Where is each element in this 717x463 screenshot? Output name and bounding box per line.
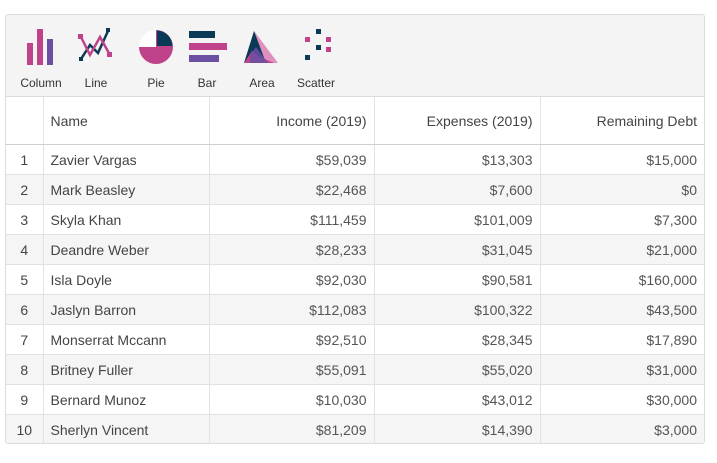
row-index-cell[interactable]: 2	[6, 174, 44, 205]
bar-chart-icon	[189, 31, 227, 62]
scatter-chart-icon	[305, 29, 331, 60]
row-index-cell[interactable]: 6	[6, 294, 44, 325]
row-index-cell[interactable]: 1	[6, 144, 44, 175]
area-chart-button[interactable]: Area	[238, 25, 286, 90]
line-chart-button[interactable]: Line	[72, 25, 120, 90]
name-cell[interactable]: Sherlyn Vincent	[42, 414, 210, 443]
header-income[interactable]: Income (2019)	[208, 97, 375, 145]
income-cell[interactable]: $22,468	[208, 174, 375, 205]
table-row: 3 Skyla Khan $111,459 $101,009 $7,300	[6, 204, 704, 235]
line-chart-icon	[78, 28, 112, 61]
expenses-cell[interactable]: $100,322	[373, 294, 541, 325]
expenses-cell[interactable]: $90,581	[373, 264, 541, 295]
area-chart-icon	[244, 31, 278, 63]
line-chart-label: Line	[84, 76, 108, 90]
expenses-cell[interactable]: $55,020	[373, 354, 541, 385]
expenses-cell[interactable]: $31,045	[373, 234, 541, 265]
header-index[interactable]	[6, 97, 44, 145]
name-cell[interactable]: Britney Fuller	[42, 354, 210, 385]
income-cell[interactable]: $59,039	[208, 144, 375, 175]
debt-cell[interactable]: $0	[539, 174, 704, 205]
name-cell[interactable]: Deandre Weber	[42, 234, 210, 265]
header-row: Name Income (2019) Expenses (2019) Remai…	[6, 97, 704, 145]
debt-cell[interactable]: $3,000	[539, 414, 704, 443]
data-grid: Name Income (2019) Expenses (2019) Remai…	[6, 97, 704, 443]
chart-type-toolbar: Column Line Pie	[6, 15, 704, 97]
bar-chart-label: Bar	[197, 76, 217, 90]
pie-chart-icon	[139, 30, 173, 64]
header-expenses[interactable]: Expenses (2019)	[373, 97, 541, 145]
area-chart-label: Area	[249, 76, 275, 90]
header-remaining-debt[interactable]: Remaining Debt	[539, 97, 704, 145]
table-row: 10 Sherlyn Vincent $81,209 $14,390 $3,00…	[6, 414, 704, 443]
name-cell[interactable]: Skyla Khan	[42, 204, 210, 235]
income-cell[interactable]: $111,459	[208, 204, 375, 235]
row-index-cell[interactable]: 7	[6, 324, 44, 355]
income-cell[interactable]: $28,233	[208, 234, 375, 265]
header-name[interactable]: Name	[42, 97, 210, 145]
table-row: 5 Isla Doyle $92,030 $90,581 $160,000	[6, 264, 704, 295]
income-cell[interactable]: $55,091	[208, 354, 375, 385]
income-cell[interactable]: $92,030	[208, 264, 375, 295]
debt-cell[interactable]: $31,000	[539, 354, 704, 385]
debt-cell[interactable]: $21,000	[539, 234, 704, 265]
expenses-cell[interactable]: $7,600	[373, 174, 541, 205]
name-cell[interactable]: Monserrat Mccann	[42, 324, 210, 355]
row-index-cell[interactable]: 3	[6, 204, 44, 235]
scatter-chart-button[interactable]: Scatter	[292, 25, 340, 90]
column-chart-label: Column	[20, 76, 62, 90]
name-cell[interactable]: Mark Beasley	[42, 174, 210, 205]
table-row: 2 Mark Beasley $22,468 $7,600 $0	[6, 174, 704, 205]
name-cell[interactable]: Zavier Vargas	[42, 144, 210, 175]
debt-cell[interactable]: $7,300	[539, 204, 704, 235]
table-row: 1 Zavier Vargas $59,039 $13,303 $15,000	[6, 144, 704, 175]
debt-cell[interactable]: $15,000	[539, 144, 704, 175]
row-index-cell[interactable]: 4	[6, 234, 44, 265]
expenses-cell[interactable]: $43,012	[373, 384, 541, 415]
row-index-cell[interactable]: 9	[6, 384, 44, 415]
expenses-cell[interactable]: $14,390	[373, 414, 541, 443]
name-cell[interactable]: Isla Doyle	[42, 264, 210, 295]
pie-chart-label: Pie	[147, 76, 165, 90]
income-cell[interactable]: $112,083	[208, 294, 375, 325]
scatter-chart-label: Scatter	[296, 76, 335, 90]
debt-cell[interactable]: $30,000	[539, 384, 704, 415]
income-cell[interactable]: $10,030	[208, 384, 375, 415]
expenses-cell[interactable]: $101,009	[373, 204, 541, 235]
expenses-cell[interactable]: $13,303	[373, 144, 541, 175]
income-cell[interactable]: $92,510	[208, 324, 375, 355]
name-cell[interactable]: Jaslyn Barron	[42, 294, 210, 325]
table-row: 9 Bernard Munoz $10,030 $43,012 $30,000	[6, 384, 704, 415]
bar-chart-button[interactable]: Bar	[183, 25, 231, 90]
table-row: 4 Deandre Weber $28,233 $31,045 $21,000	[6, 234, 704, 265]
debt-cell[interactable]: $160,000	[539, 264, 704, 295]
row-index-cell[interactable]: 5	[6, 264, 44, 295]
pie-chart-button[interactable]: Pie	[132, 25, 180, 90]
column-chart-button[interactable]: Column	[17, 25, 65, 90]
chart-grid-panel: Column Line Pie	[5, 14, 705, 444]
expenses-cell[interactable]: $28,345	[373, 324, 541, 355]
row-index-cell[interactable]: 8	[6, 354, 44, 385]
debt-cell[interactable]: $17,890	[539, 324, 704, 355]
debt-cell[interactable]: $43,500	[539, 294, 704, 325]
table-row: 8 Britney Fuller $55,091 $55,020 $31,000	[6, 354, 704, 385]
row-index-cell[interactable]: 10	[6, 414, 44, 443]
name-cell[interactable]: Bernard Munoz	[42, 384, 210, 415]
column-chart-icon	[27, 29, 53, 65]
table-row: 7 Monserrat Mccann $92,510 $28,345 $17,8…	[6, 324, 704, 355]
income-cell[interactable]: $81,209	[208, 414, 375, 443]
table-row: 6 Jaslyn Barron $112,083 $100,322 $43,50…	[6, 294, 704, 325]
